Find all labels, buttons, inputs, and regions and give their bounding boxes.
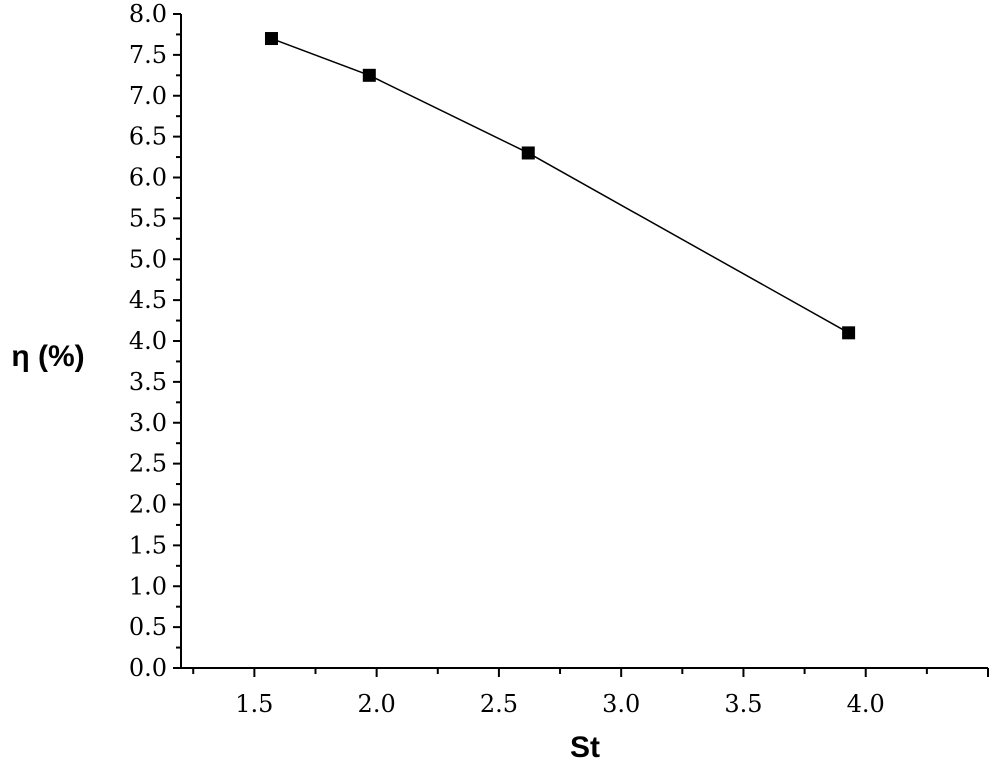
- x-tick-label: 2.0: [358, 690, 396, 718]
- x-tick-label: 3.5: [724, 690, 762, 718]
- y-tick-label: 2.5: [129, 450, 167, 478]
- x-tick-label: 4.0: [847, 690, 885, 718]
- series-line: [271, 37, 849, 334]
- y-tick-label: 3.0: [129, 409, 167, 437]
- y-tick-label: 4.5: [129, 286, 167, 314]
- y-tick-label: 7.5: [129, 41, 167, 69]
- y-tick-label: 8.0: [129, 0, 167, 28]
- y-axis-title: η (%): [11, 340, 84, 373]
- data-point-marker: [362, 68, 376, 82]
- x-tick-label: 3.0: [602, 690, 640, 718]
- y-tick-label: 6.0: [129, 164, 167, 192]
- data-point-marker: [264, 32, 278, 46]
- y-tick-label: 1.0: [129, 572, 167, 600]
- y-tick-label: 5.0: [129, 245, 167, 273]
- y-tick-label: 0.0: [129, 654, 167, 682]
- x-ticks: 1.5 2.0 2.5 3.0 3.5 4.0: [192, 668, 989, 718]
- x-tick-label: 1.5: [235, 690, 273, 718]
- y-tick-label: 6.5: [129, 123, 167, 151]
- y-tick-label: 1.5: [129, 531, 167, 559]
- y-tick-label: 2.0: [129, 491, 167, 519]
- data-point-marker: [521, 146, 535, 160]
- y-ticks: 0.0 0.5 1.0 1.5 2.0 2.5 3.0 3.5 4.0 4.5 5.0 5.5 6.0 6…: [129, 0, 181, 682]
- x-axis-title: St: [570, 731, 600, 764]
- y-tick-label: 7.0: [129, 82, 167, 110]
- y-tick-label: 5.5: [129, 204, 167, 232]
- data-point-marker: [842, 326, 856, 340]
- y-tick-label: 3.5: [129, 368, 167, 396]
- y-tick-label: 4.0: [129, 327, 167, 355]
- y-tick-label: 0.5: [129, 613, 167, 641]
- x-tick-label: 2.5: [480, 690, 518, 718]
- axes: [180, 14, 988, 669]
- data-series: [264, 32, 856, 340]
